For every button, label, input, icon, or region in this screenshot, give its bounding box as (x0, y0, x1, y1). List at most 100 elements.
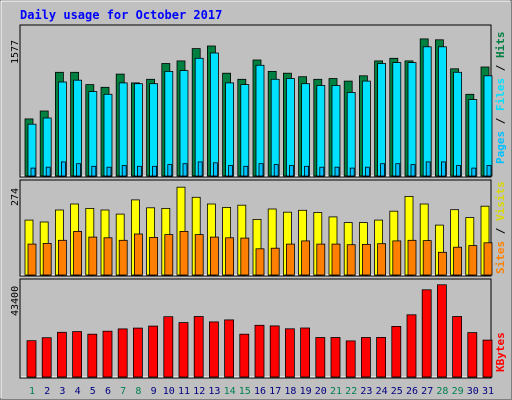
files-bar-28 (437, 46, 447, 177)
sites-bar-29 (453, 246, 463, 276)
kbytes-bar-6 (102, 330, 113, 378)
kbytes-bar-23 (360, 337, 371, 378)
pages-bar-20 (319, 166, 325, 177)
sites-bar-14 (225, 237, 235, 276)
pages-bar-25 (395, 163, 401, 177)
files-bar-22 (346, 92, 356, 177)
kbytes-bar-17 (269, 325, 280, 378)
sites-bar-18 (285, 243, 295, 276)
legend-pages: Pages (494, 131, 507, 164)
files-bar-14 (225, 82, 235, 177)
pages-bar-26 (410, 164, 416, 177)
kbytes-bar-27 (421, 289, 432, 378)
hits-legend: Pages / Files / Hits (494, 32, 507, 165)
day-label-24: 24 (376, 386, 388, 397)
day-label-18: 18 (284, 386, 296, 397)
kbytes-bar-24 (376, 336, 387, 378)
files-bar-17 (270, 78, 280, 177)
sites-bar-15 (240, 237, 250, 276)
kbytes-bar-29 (452, 316, 463, 378)
kbytes-bar-3 (57, 331, 67, 378)
pages-bar-13 (212, 162, 218, 177)
sites-bar-12 (194, 234, 204, 276)
pages-bar-1 (30, 167, 36, 177)
day-label-15: 15 (239, 386, 251, 397)
day-label-27: 27 (421, 386, 433, 397)
hits-max-label: 1577 (10, 40, 21, 64)
files-bar-23 (361, 80, 371, 177)
sites-bar-26 (407, 239, 417, 276)
files-bar-18 (285, 78, 295, 177)
kbytes-bar-22 (345, 340, 356, 378)
pages-bar-8 (136, 165, 142, 177)
kbytes-bar-26 (406, 314, 417, 378)
files-bar-7 (118, 82, 128, 177)
day-label-21: 21 (330, 386, 342, 397)
pages-bar-23 (364, 166, 370, 177)
day-label-20: 20 (315, 386, 327, 397)
sites-bar-23 (361, 243, 371, 276)
kbytes-bar-2 (41, 337, 52, 378)
legend-sites: Sites (494, 241, 507, 274)
kbytes-bar-18 (284, 328, 295, 378)
day-label-30: 30 (467, 386, 479, 397)
visits-legend: Sites / Visits (494, 181, 507, 274)
sites-bar-8 (133, 233, 143, 276)
kbytes-bar-25 (391, 325, 402, 378)
day-label-14: 14 (224, 386, 236, 397)
pages-bar-18 (288, 165, 294, 177)
kbytes-max-label: 43400 (10, 286, 21, 316)
pages-bar-17 (273, 164, 279, 177)
pages-bar-28 (440, 161, 446, 177)
day-label-1: 1 (29, 386, 35, 397)
sites-bar-9 (149, 236, 159, 276)
day-label-9: 9 (151, 386, 157, 397)
kbytes-bar-14 (224, 319, 235, 378)
files-bar-12 (194, 57, 204, 177)
kbytes-bar-31 (482, 339, 493, 378)
pages-bar-12 (197, 161, 203, 177)
kbytes-bar-5 (87, 333, 98, 378)
files-bar-21 (331, 85, 341, 177)
pages-bar-30 (471, 167, 477, 177)
day-label-7: 7 (120, 386, 126, 397)
sites-bar-10 (164, 234, 174, 276)
sites-bar-24 (377, 243, 387, 276)
bars-layer (24, 38, 493, 378)
pages-bar-5 (91, 165, 97, 177)
sites-bar-13 (209, 236, 219, 276)
files-bar-16 (255, 64, 265, 177)
kbytes-bar-8 (132, 327, 143, 378)
sites-bar-7 (118, 239, 128, 276)
kbytes-bar-19 (300, 327, 311, 378)
files-bar-19 (301, 83, 311, 177)
day-label-19: 19 (300, 386, 312, 397)
legend-visits: Visits (494, 181, 507, 221)
sites-bar-3 (58, 239, 67, 276)
kbytes-bar-10 (163, 316, 174, 378)
day-label-5: 5 (90, 386, 96, 397)
day-labels: 1 2 3 4 5 6 7 8 9 10 11 12 13 14 15 16 17 18 19 20 21 22 23 24 2… (29, 386, 494, 397)
day-label-6: 6 (105, 386, 111, 397)
sites-bar-19 (301, 240, 311, 276)
files-bar-29 (453, 71, 463, 177)
sites-bar-28 (437, 251, 447, 276)
day-label-28: 28 (436, 386, 448, 397)
pages-bar-2 (45, 166, 51, 177)
pages-bar-11 (182, 163, 188, 177)
files-bar-9 (149, 83, 159, 177)
kbytes-bar-28 (436, 284, 447, 378)
day-label-25: 25 (391, 386, 403, 397)
pages-bar-6 (106, 166, 112, 177)
files-bar-10 (164, 71, 174, 177)
pages-bar-16 (258, 163, 264, 177)
sites-bar-6 (103, 237, 113, 276)
pages-bar-22 (349, 167, 355, 177)
files-bar-5 (88, 91, 98, 177)
day-label-29: 29 (452, 386, 464, 397)
kbytes-bar-7 (117, 328, 128, 378)
files-bar-24 (377, 63, 387, 177)
pages-bar-4 (76, 163, 81, 177)
kbytes-bar-9 (148, 325, 159, 378)
